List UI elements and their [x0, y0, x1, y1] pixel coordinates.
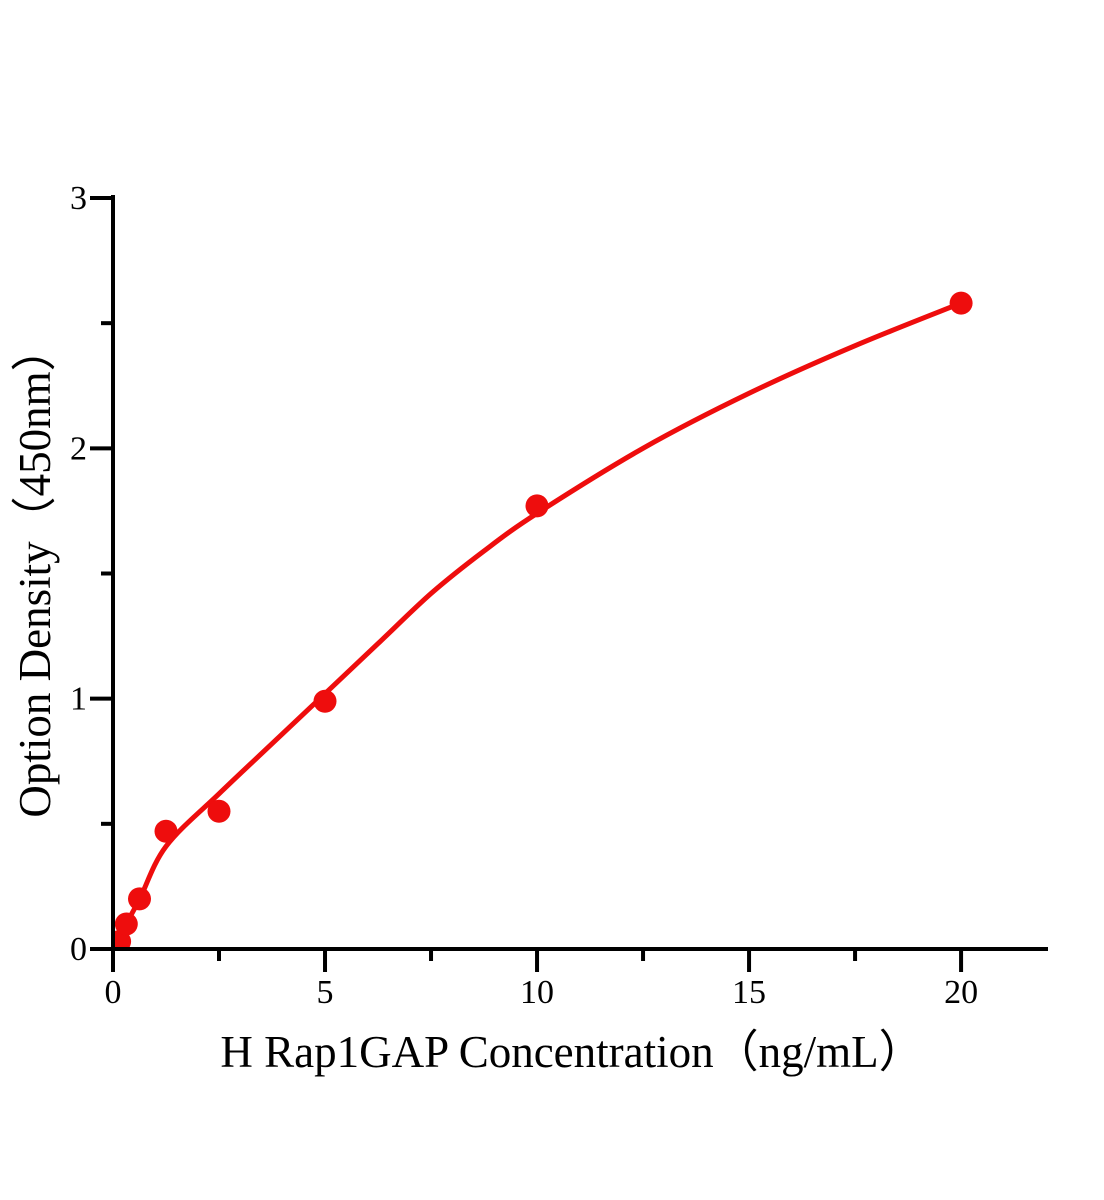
- data-point: [128, 887, 151, 911]
- data-point: [114, 912, 138, 936]
- data-point: [313, 689, 337, 713]
- data-point: [207, 799, 231, 823]
- fit-curve: [113, 300, 964, 949]
- x-axis-title: H Rap1GAP Concentration（ng/mL）: [220, 1027, 923, 1077]
- tick-label-layer: 0 5 10 15 20 0 1 2 3: [70, 180, 978, 1011]
- series-layer: [113, 291, 973, 949]
- y-tick-label: 2: [70, 430, 87, 467]
- y-tick-label: 1: [70, 681, 87, 718]
- data-point: [525, 494, 549, 518]
- x-tick-label: 10: [520, 974, 554, 1011]
- x-tick-label: 20: [944, 974, 978, 1011]
- data-point: [154, 819, 178, 843]
- x-tick-label: 5: [317, 974, 334, 1011]
- x-tick-label: 15: [732, 974, 766, 1011]
- axes-layer: [90, 195, 1048, 972]
- y-axis-title: Option Density（450nm）: [10, 326, 60, 817]
- x-tick-label: 0: [105, 974, 122, 1011]
- y-tick-label: 0: [70, 931, 87, 968]
- data-point: [949, 291, 973, 315]
- y-tick-label: 3: [70, 180, 87, 217]
